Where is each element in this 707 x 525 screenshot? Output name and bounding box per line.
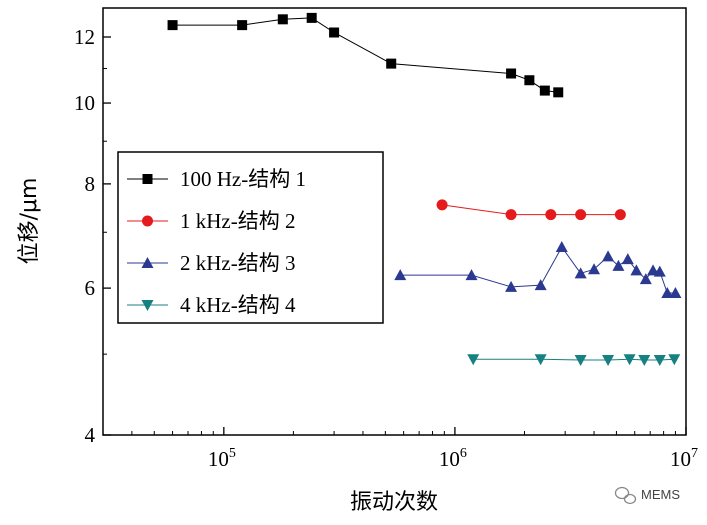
data-point: [505, 280, 518, 292]
y-tick-label: 6: [85, 276, 96, 300]
plot-frame: [102, 7, 687, 436]
series-2: [436, 199, 626, 221]
data-point: [555, 241, 568, 253]
data-point: [614, 209, 626, 221]
data-point: [467, 354, 480, 366]
data-point: [465, 269, 478, 281]
watermark: MEMS: [614, 486, 680, 505]
legend-item: 1 kHz-结构 2: [127, 209, 295, 233]
data-point: [524, 75, 535, 86]
data-point: [612, 259, 625, 271]
axis-ticks: 105 106 107 4 6 8 10 12: [74, 25, 698, 471]
legend-box: [117, 151, 384, 324]
data-point: [534, 279, 547, 291]
data-point: [553, 87, 564, 98]
legend-item: 4 kHz-结构 4: [127, 293, 296, 317]
x-tick-label: 106: [439, 446, 467, 471]
legend: 100 Hz-结构 1 1 kHz-结构 2 2 kHz-结构 3 4 kHz-结构 …: [117, 151, 384, 324]
data-point: [505, 209, 517, 221]
legend-items: 100 Hz-结构 1 1 kHz-结构 2 2 kHz-结构 3 4 kHz-结构 …: [127, 167, 306, 317]
data-point: [661, 286, 674, 298]
legend-label: 2 kHz-结构 3: [180, 251, 295, 275]
data-point: [588, 263, 601, 275]
data-point: [623, 354, 636, 366]
data-point: [653, 355, 666, 367]
watermark-text: MEMS: [641, 487, 680, 502]
x-axis-title: 振动次数: [350, 490, 438, 515]
data-point: [653, 265, 666, 277]
legend-marker: [142, 174, 153, 184]
data-point: [436, 199, 448, 211]
data-point: [329, 27, 340, 38]
data-point: [668, 354, 681, 366]
legend-item: 100 Hz-结构 1: [127, 167, 306, 191]
series-line: [442, 204, 621, 216]
y-tick-label: 10: [74, 91, 95, 115]
data-point: [386, 58, 397, 69]
legend-label: 1 kHz-结构 2: [180, 209, 295, 233]
series-4: [467, 354, 681, 367]
data-point: [534, 354, 547, 366]
data-point: [638, 355, 651, 367]
data-point: [575, 209, 587, 221]
legend-marker: [141, 300, 154, 311]
y-tick-label: 8: [85, 172, 96, 196]
y-tick-label: 4: [85, 423, 96, 447]
x-tick-label: 105: [208, 446, 236, 471]
data-point: [237, 20, 248, 31]
series-layer: [167, 12, 682, 367]
data-point: [167, 20, 178, 31]
series-3: [394, 241, 682, 298]
data-point: [506, 68, 517, 79]
data-point: [574, 267, 587, 279]
data-point: [621, 253, 634, 265]
data-point: [630, 264, 643, 276]
data-point: [602, 355, 615, 367]
legend-label: 4 kHz-结构 4: [180, 293, 296, 317]
data-point: [306, 12, 317, 23]
data-point: [539, 85, 550, 96]
series-line: [172, 17, 559, 93]
data-point: [602, 250, 615, 262]
legend-item: 2 kHz-结构 3: [127, 251, 295, 275]
series-1: [167, 12, 564, 98]
x-tick-label: 107: [670, 446, 698, 471]
y-axis-title: 位移/μm: [17, 178, 42, 265]
data-point: [639, 273, 652, 285]
data-point: [574, 355, 587, 367]
data-point: [669, 286, 682, 298]
data-point: [394, 269, 407, 281]
data-point: [545, 209, 557, 221]
data-point: [277, 14, 288, 25]
legend-marker: [142, 215, 153, 227]
legend-label: 100 Hz-结构 1: [180, 167, 306, 191]
y-tick-label: 12: [74, 25, 95, 49]
wechat-icon: [614, 486, 637, 505]
legend-marker: [141, 257, 154, 268]
